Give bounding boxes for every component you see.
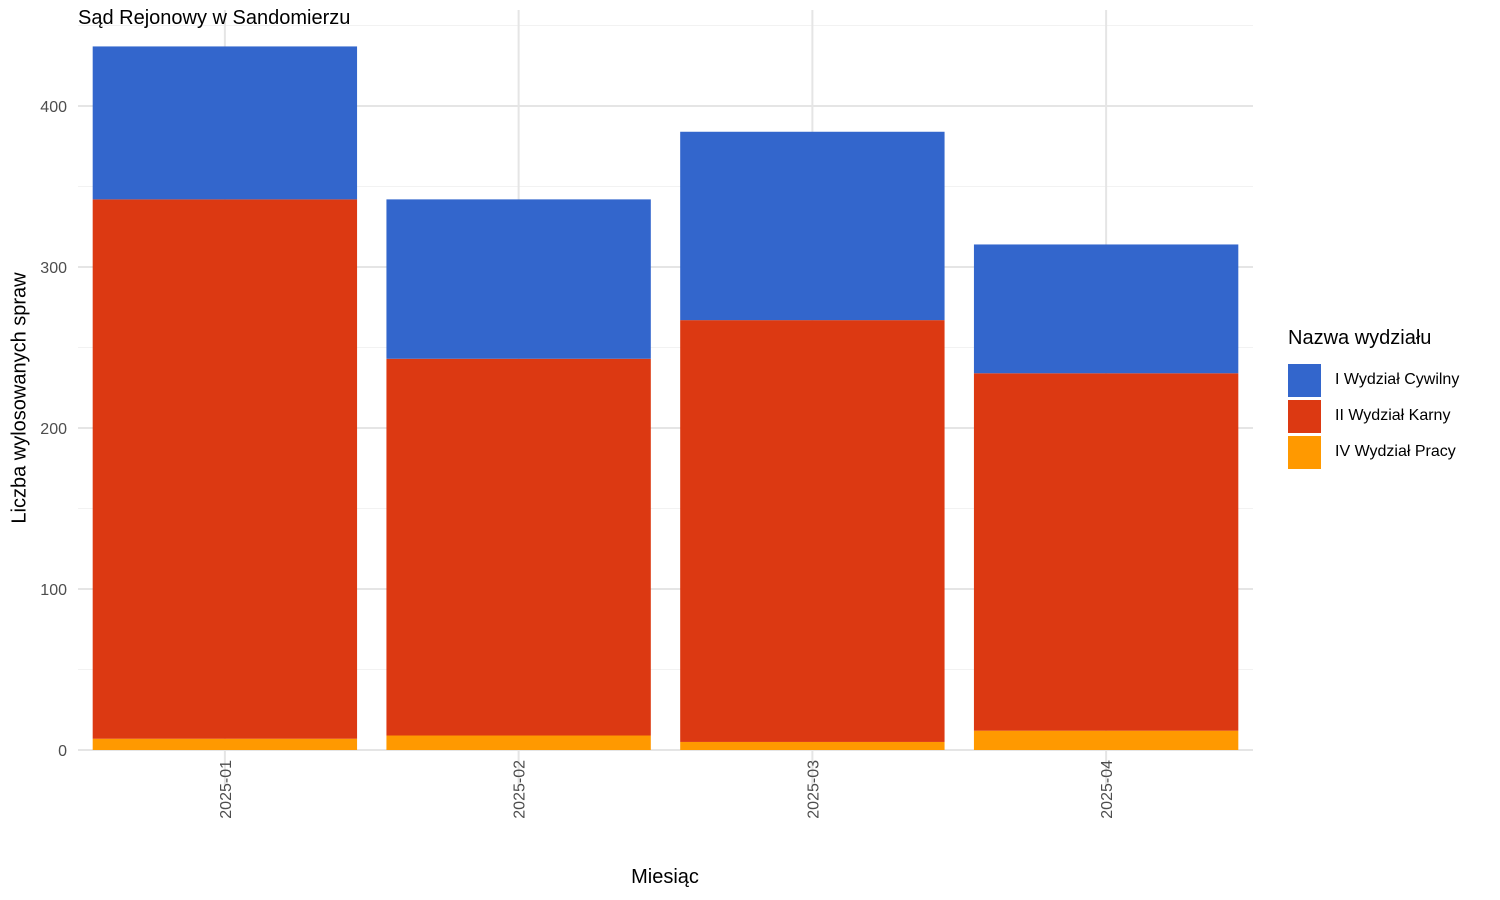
y-tick-label: 400 xyxy=(40,99,67,116)
legend-title: Nazwa wydziału xyxy=(1288,327,1432,349)
bar-segment xyxy=(386,735,651,750)
y-tick-label: 0 xyxy=(58,743,67,760)
y-tick-label: 100 xyxy=(40,582,67,599)
chart-title: Sąd Rejonowy w Sandomierzu xyxy=(78,7,351,29)
bar-segment xyxy=(386,199,651,359)
bar-segment xyxy=(973,244,1239,374)
bar-segment xyxy=(680,131,945,321)
bar-segment xyxy=(92,738,358,750)
legend-label: I Wydział Cywilny xyxy=(1335,371,1460,388)
x-tick-label: 2025-03 xyxy=(805,760,822,819)
bar-segment xyxy=(92,199,358,739)
y-axis-ticks: 0 100 200 300 400 xyxy=(40,99,67,760)
bar-segment xyxy=(973,373,1239,731)
legend-items: I Wydział Cywilny II Wydział Karny IV Wydz… xyxy=(1288,362,1459,470)
x-axis-ticks: 2025-01 2025-02 2025-03 2025-04 xyxy=(218,760,1116,819)
bar-segment xyxy=(386,358,651,736)
legend: Nazwa wydziału I Wydział Cywilny II Wydzi… xyxy=(1288,327,1459,470)
legend-item: IV Wydział Pracy xyxy=(1288,434,1459,470)
bar-segment xyxy=(973,730,1239,750)
x-tick-label: 2025-01 xyxy=(218,760,235,819)
bar-segment xyxy=(92,46,358,200)
bar-segment xyxy=(680,741,945,750)
legend-swatch xyxy=(1288,363,1321,397)
x-axis-label: Miesiąc xyxy=(631,866,699,888)
legend-swatch xyxy=(1288,435,1321,469)
legend-item: II Wydział Karny xyxy=(1288,398,1459,434)
legend-label: IV Wydział Pracy xyxy=(1335,443,1456,460)
x-tick-label: 2025-02 xyxy=(512,760,529,819)
legend-swatch xyxy=(1288,399,1321,433)
bar-stacks xyxy=(92,46,1239,750)
bar-segment xyxy=(680,320,945,742)
y-axis-label: Liczba wylosowanych spraw xyxy=(8,272,31,524)
legend-item: I Wydział Cywilny xyxy=(1288,362,1459,398)
x-tick-label: 2025-04 xyxy=(1099,760,1116,819)
legend-label: II Wydział Karny xyxy=(1335,407,1451,424)
y-tick-label: 200 xyxy=(40,421,67,438)
y-tick-label: 300 xyxy=(40,260,67,277)
